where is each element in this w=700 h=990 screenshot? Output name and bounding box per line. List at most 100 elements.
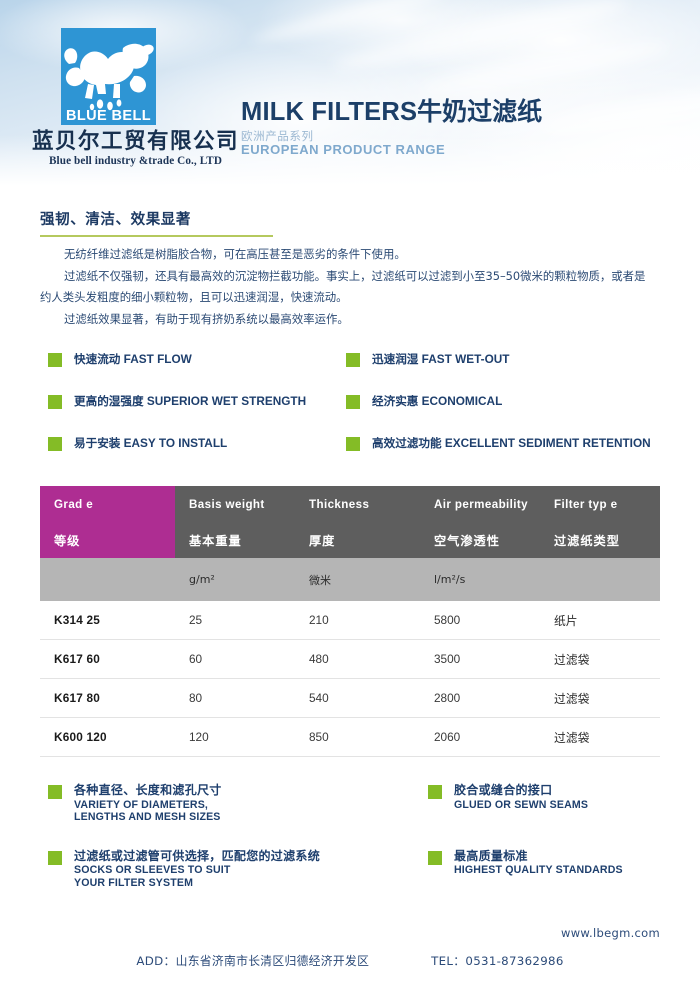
- feature-label-cn: 经济实惠: [372, 394, 419, 408]
- cell-value: 480: [309, 652, 329, 666]
- feature-row: 易于安装 EASY TO INSTALL 高效过滤功能 EXCELLENT SE…: [48, 436, 668, 478]
- intro-heading-block: 强韧、清洁、效果显著: [40, 208, 280, 237]
- table-cell-air-permeability: 5800: [420, 601, 540, 640]
- column-header-filter-type-en: Filter typ e: [554, 497, 618, 511]
- feature-item: 迅速润湿 FAST WET-OUT: [346, 352, 666, 367]
- table-cell-basis-weight: 60: [175, 639, 295, 679]
- unit-air-permeability: l/m²/s: [434, 573, 466, 586]
- column-header-thickness-en: Thickness: [309, 497, 370, 511]
- table-cell-thickness: 540: [295, 678, 420, 718]
- feature-row: 快速流动 FAST FLOW 迅速润湿 FAST WET-OUT: [48, 352, 668, 394]
- cell-value: K617 80: [54, 691, 101, 705]
- table-header-cell: Basis weight: [175, 486, 295, 522]
- specification-table: Grad e Basis weight Thickness Air permea…: [40, 486, 660, 757]
- feature-item: 更高的湿强度 SUPERIOR WET STRENGTH: [48, 394, 346, 409]
- cell-value: 2060: [434, 730, 461, 744]
- table-units-row: g/m² 微米 l/m²/s: [40, 558, 660, 601]
- feature-item: 经济实惠 ECONOMICAL: [346, 394, 666, 409]
- feature-label-en: YOUR FILTER SYSTEM: [74, 876, 194, 889]
- table-units-cell: [40, 558, 175, 601]
- feature-label-cn: 高效过滤功能: [372, 436, 442, 450]
- feature-label-en: VARIETY OF DIAMETERS,: [74, 798, 209, 811]
- logo-mark-blue-square: BLUE BELL: [61, 28, 156, 125]
- feature-label-en: FAST WET-OUT: [421, 352, 510, 366]
- feature-list-bottom: 各种直径、长度和滤孔尺寸 VARIETY OF DIAMETERS, LENGT…: [48, 783, 668, 916]
- feature-label-en: EXCELLENT SEDIMENT RETENTION: [444, 436, 651, 450]
- green-square-bullet-icon: [48, 353, 62, 367]
- logo-wordmark: BLUE BELL: [66, 108, 151, 124]
- green-square-bullet-icon: [48, 850, 62, 865]
- feature-item: 各种直径、长度和滤孔尺寸 VARIETY OF DIAMETERS, LENGT…: [48, 783, 428, 824]
- green-square-bullet-icon: [428, 785, 442, 799]
- feature-label-cn: 更高的湿强度: [74, 394, 144, 408]
- column-header-filter-type-cn: 过滤纸类型: [554, 534, 620, 548]
- page-title-cn: 牛奶过滤纸: [417, 97, 543, 126]
- feature-label-en: EASY TO INSTALL: [123, 436, 228, 450]
- feature-label-en: SOCKS OR SLEEVES TO SUIT: [74, 864, 231, 877]
- company-name-cn: 蓝贝尔工贸有限公司: [31, 129, 239, 154]
- cell-value: 过滤袋: [554, 730, 590, 745]
- feature-label-cn: 快速流动: [74, 352, 121, 366]
- green-square-bullet-icon: [48, 785, 62, 799]
- table-header-cell: 基本重量: [175, 522, 295, 558]
- table-cell-grade: K617 60: [40, 639, 175, 679]
- feature-label-cn: 过滤纸或过滤管可供选择，匹配您的过滤系统: [74, 848, 321, 863]
- table-header-row-cn: 等级 基本重量 厚度 空气渗透性 过滤纸类型: [40, 522, 660, 558]
- cell-value: 80: [189, 691, 203, 705]
- cell-value: 210: [309, 613, 329, 627]
- table-header-row-en: Grad e Basis weight Thickness Air permea…: [40, 486, 660, 522]
- column-header-grade-en: Grad e: [54, 497, 94, 511]
- table-header-cell: 过滤纸类型: [540, 522, 660, 558]
- cloud-streak-icon: [539, 84, 700, 140]
- page-subtitle-en: EUROPEAN PRODUCT RANGE: [241, 141, 446, 157]
- green-square-bullet-icon: [346, 395, 360, 409]
- feature-item: 最高质量标准 HIGHEST QUALITY STANDARDS: [428, 849, 668, 890]
- cell-value: 纸片: [554, 613, 578, 628]
- table-header-cell: 等级: [40, 522, 175, 558]
- cow-milk-drops-icon: BLUE BELL: [64, 43, 154, 124]
- table-units-cell: [540, 558, 660, 601]
- table-header-cell: 厚度: [295, 522, 420, 558]
- cell-value: 5800: [434, 613, 461, 627]
- feature-list-mid: 快速流动 FAST FLOW 迅速润湿 FAST WET-OUT 更高的湿强度 …: [48, 352, 668, 478]
- cell-value: 25: [189, 613, 203, 627]
- cell-value: 850: [309, 730, 329, 744]
- table-header-cell: Grad e: [40, 486, 175, 522]
- table-header-cell: 空气渗透性: [420, 522, 540, 558]
- company-name-en: Blue bell industry &trade Co., LTD: [49, 154, 222, 167]
- cell-value: 120: [189, 730, 209, 744]
- table-units-cell: g/m²: [175, 558, 295, 601]
- cell-value: 540: [309, 691, 329, 705]
- feature-item: 快速流动 FAST FLOW: [48, 352, 346, 367]
- green-square-bullet-icon: [346, 437, 360, 451]
- page-title: MILK FILTERS牛奶过滤纸: [241, 98, 542, 127]
- feature-label-en: HIGHEST QUALITY STANDARDS: [454, 864, 623, 877]
- company-logo: BLUE BELL 蓝贝尔工贸有限公司 Blue bell industry &…: [28, 28, 243, 167]
- table-header-cell: Thickness: [295, 486, 420, 522]
- green-square-bullet-icon: [48, 437, 62, 451]
- intro-paragraphs: 无纺纤维过滤纸是树脂胶合物，可在高压甚至是恶劣的条件下使用。 过滤纸不仅强韧，还…: [40, 244, 660, 330]
- cell-value: 2800: [434, 691, 461, 705]
- table-cell-air-permeability: 3500: [420, 639, 540, 679]
- table-cell-basis-weight: 120: [175, 717, 295, 757]
- feature-label-cn: 各种直径、长度和滤孔尺寸: [74, 783, 222, 797]
- cell-value: 过滤袋: [554, 652, 590, 667]
- intro-heading-rule: [40, 235, 273, 237]
- feature-label-en: ECONOMICAL: [421, 394, 503, 408]
- page-title-en: MILK FILTERS: [241, 98, 418, 126]
- column-header-air-permeability-cn: 空气渗透性: [434, 534, 500, 548]
- feature-label-cn: 易于安装: [74, 436, 121, 450]
- feature-row: 过滤纸或过滤管可供选择，匹配您的过滤系统 SOCKS OR SLEEVES TO…: [48, 848, 668, 890]
- green-square-bullet-icon: [48, 395, 62, 409]
- feature-row: 各种直径、长度和滤孔尺寸 VARIETY OF DIAMETERS, LENGT…: [48, 783, 668, 824]
- cell-value: 过滤袋: [554, 691, 590, 706]
- table-header-cell: Filter typ e: [540, 486, 660, 522]
- cell-value: K617 60: [54, 652, 101, 666]
- unit-thickness: 微米: [309, 573, 331, 587]
- page-subtitle-cn: 欧洲产品系列: [241, 128, 314, 143]
- cell-value: 60: [189, 652, 203, 666]
- footer-website[interactable]: www.lbegm.com: [560, 926, 660, 940]
- table-units-cell: 微米: [295, 558, 420, 601]
- table-row: K314 25 25 210 5800 纸片: [40, 601, 660, 640]
